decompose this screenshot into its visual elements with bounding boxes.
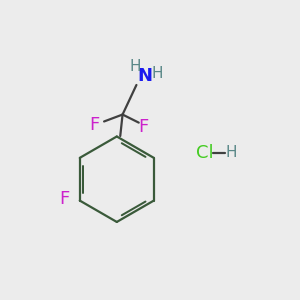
Text: H: H xyxy=(225,145,237,160)
Text: H: H xyxy=(152,66,163,81)
Text: H: H xyxy=(129,59,141,74)
Text: F: F xyxy=(90,116,100,134)
Text: F: F xyxy=(60,190,70,208)
Text: Cl: Cl xyxy=(196,144,213,162)
Text: F: F xyxy=(138,118,148,136)
Text: N: N xyxy=(137,68,152,85)
